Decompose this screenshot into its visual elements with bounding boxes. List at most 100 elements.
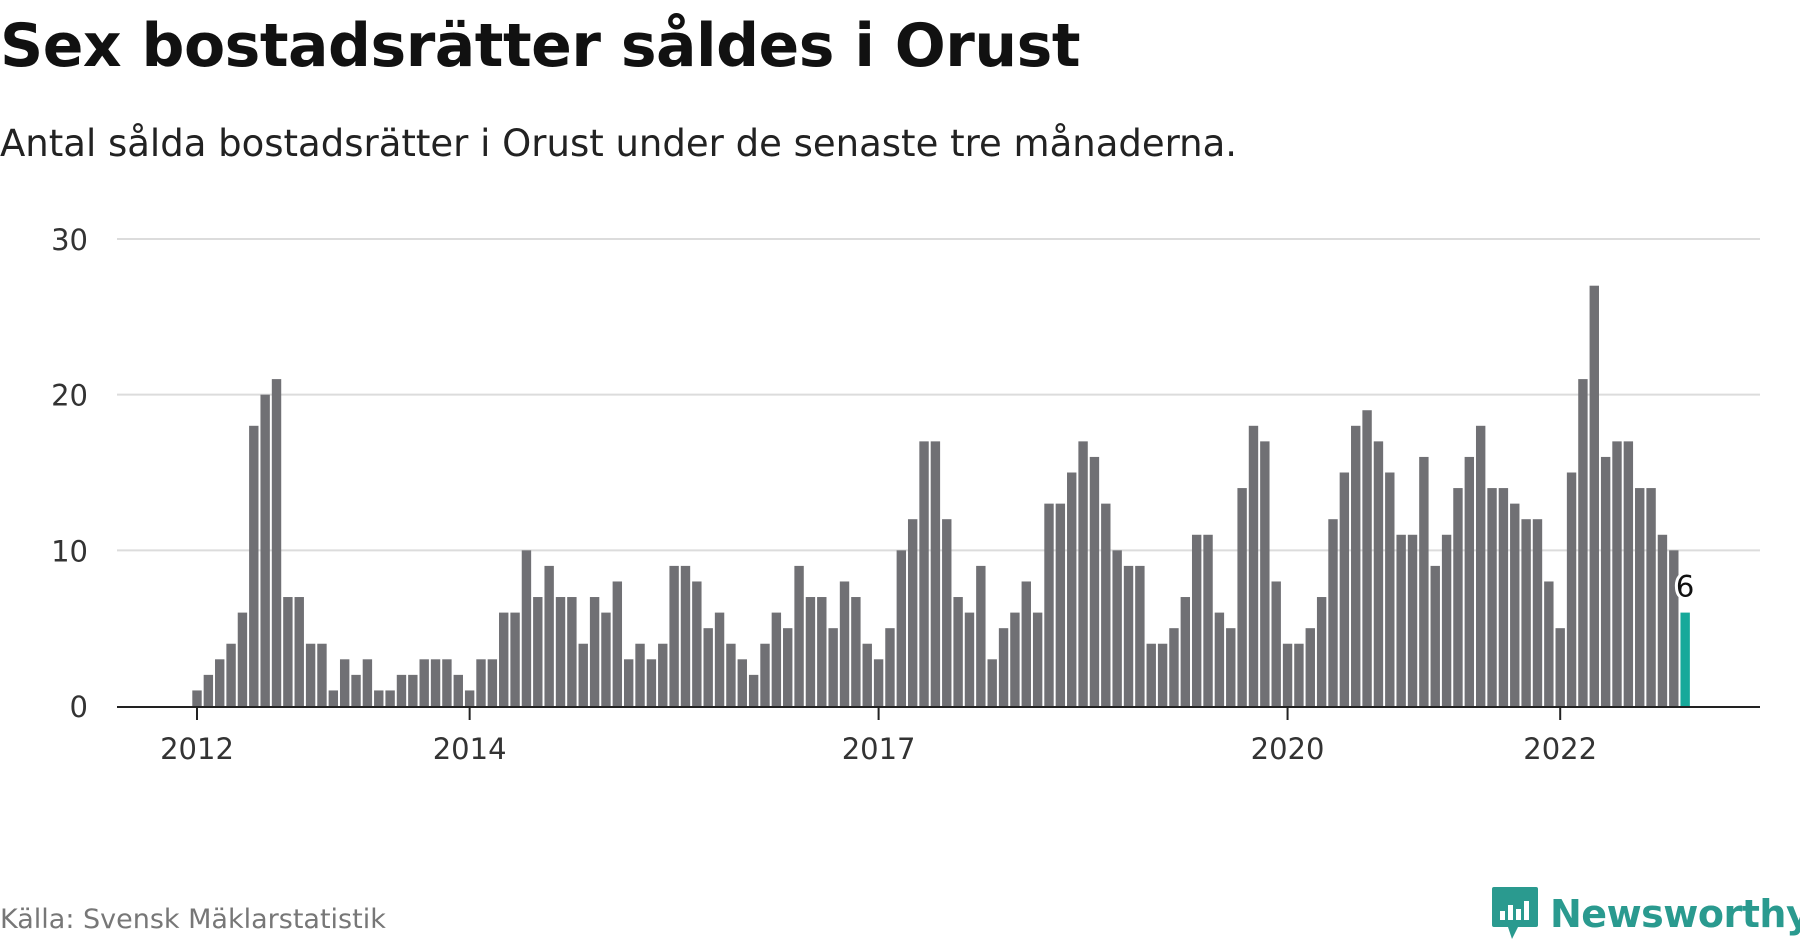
bars bbox=[192, 285, 1690, 706]
bar bbox=[408, 674, 418, 706]
bar bbox=[726, 643, 736, 706]
bar bbox=[953, 597, 963, 706]
bar bbox=[260, 394, 270, 706]
bar bbox=[294, 597, 304, 706]
y-tick-label: 30 bbox=[51, 223, 88, 257]
bar bbox=[1191, 534, 1202, 706]
bar bbox=[1101, 503, 1111, 706]
bar bbox=[476, 659, 486, 706]
bar bbox=[1271, 581, 1281, 706]
bar bbox=[1067, 472, 1077, 706]
bar bbox=[1032, 612, 1043, 706]
bar bbox=[1260, 441, 1270, 706]
bar bbox=[419, 659, 429, 706]
bar bbox=[1396, 534, 1406, 706]
bar bbox=[1021, 581, 1031, 706]
bar bbox=[453, 674, 463, 706]
bar bbox=[760, 643, 770, 706]
bar bbox=[521, 550, 532, 706]
bar bbox=[385, 690, 395, 706]
bar bbox=[1146, 643, 1156, 706]
bar bbox=[907, 519, 918, 706]
bar bbox=[612, 581, 623, 706]
y-tick-label: 0 bbox=[70, 690, 88, 724]
bar bbox=[601, 612, 611, 706]
bar bbox=[1589, 285, 1599, 706]
bar bbox=[748, 674, 759, 706]
bar bbox=[1180, 597, 1191, 706]
bar bbox=[1544, 581, 1554, 706]
bar bbox=[1419, 456, 1429, 706]
bar bbox=[1316, 597, 1327, 706]
bar bbox=[680, 565, 691, 706]
bar bbox=[271, 379, 282, 706]
bar bbox=[1407, 534, 1418, 706]
bar bbox=[1453, 488, 1463, 706]
bar bbox=[226, 643, 236, 706]
bar bbox=[885, 628, 895, 706]
bar bbox=[873, 659, 884, 706]
bar bbox=[1044, 503, 1054, 706]
bar bbox=[1157, 643, 1168, 706]
bar bbox=[669, 565, 679, 706]
bar bbox=[1623, 441, 1634, 706]
bar bbox=[555, 597, 566, 706]
bar bbox=[305, 643, 316, 706]
newsworthy-logo-icon bbox=[1492, 887, 1538, 939]
bar-chart: 0 10 20 30 6 2012 2014 2017 2020 2022 bbox=[51, 223, 1760, 766]
bar bbox=[1498, 488, 1509, 706]
bar bbox=[1657, 534, 1668, 706]
bar bbox=[1487, 488, 1497, 706]
bar bbox=[464, 690, 475, 706]
bar bbox=[1248, 425, 1259, 706]
bar bbox=[1555, 628, 1565, 706]
bar bbox=[964, 612, 975, 706]
y-tick-label: 10 bbox=[51, 534, 88, 568]
bar bbox=[578, 643, 588, 706]
bar bbox=[635, 643, 645, 706]
bar bbox=[328, 690, 339, 706]
bar bbox=[1362, 410, 1372, 706]
bar bbox=[794, 565, 804, 706]
bar bbox=[1123, 565, 1134, 706]
x-tick-label: 2020 bbox=[1251, 732, 1325, 766]
bar bbox=[771, 612, 782, 706]
bar bbox=[351, 674, 361, 706]
bar bbox=[998, 628, 1009, 706]
bar bbox=[987, 659, 997, 706]
bar bbox=[1430, 565, 1440, 706]
y-tick-label: 20 bbox=[51, 379, 88, 413]
bar bbox=[851, 597, 861, 706]
brand-logo[interactable]: Newsworthy bbox=[1490, 885, 1800, 943]
bar bbox=[203, 674, 214, 706]
bar bbox=[1669, 550, 1679, 706]
bar bbox=[283, 597, 293, 706]
chart-title: Sex bostadsrätter såldes i Orust bbox=[0, 11, 1081, 81]
tick-labels: 0 10 20 30 6 2012 2014 2017 2020 2022 bbox=[51, 223, 1697, 766]
bar bbox=[1566, 472, 1577, 706]
bar bbox=[646, 659, 657, 706]
bar bbox=[215, 659, 225, 706]
bar bbox=[1169, 628, 1179, 706]
bar bbox=[396, 674, 407, 706]
bar bbox=[1351, 425, 1361, 706]
x-tick-label: 2014 bbox=[433, 732, 507, 766]
bar bbox=[1441, 534, 1452, 706]
bar bbox=[487, 659, 498, 706]
axes bbox=[117, 706, 1760, 720]
bar bbox=[828, 628, 838, 706]
highlight-bar bbox=[1680, 612, 1690, 706]
bar bbox=[1294, 643, 1304, 706]
bar bbox=[817, 597, 827, 706]
bar bbox=[862, 643, 872, 706]
bar bbox=[339, 659, 350, 706]
bar bbox=[1214, 612, 1225, 706]
bar bbox=[533, 597, 543, 706]
bar bbox=[237, 612, 248, 706]
bar bbox=[919, 441, 929, 706]
bar bbox=[1226, 628, 1236, 706]
bar bbox=[703, 628, 713, 706]
bar bbox=[1385, 472, 1395, 706]
bar bbox=[1237, 488, 1247, 706]
source-note: Källa: Svensk Mäklarstatistik bbox=[0, 904, 386, 935]
